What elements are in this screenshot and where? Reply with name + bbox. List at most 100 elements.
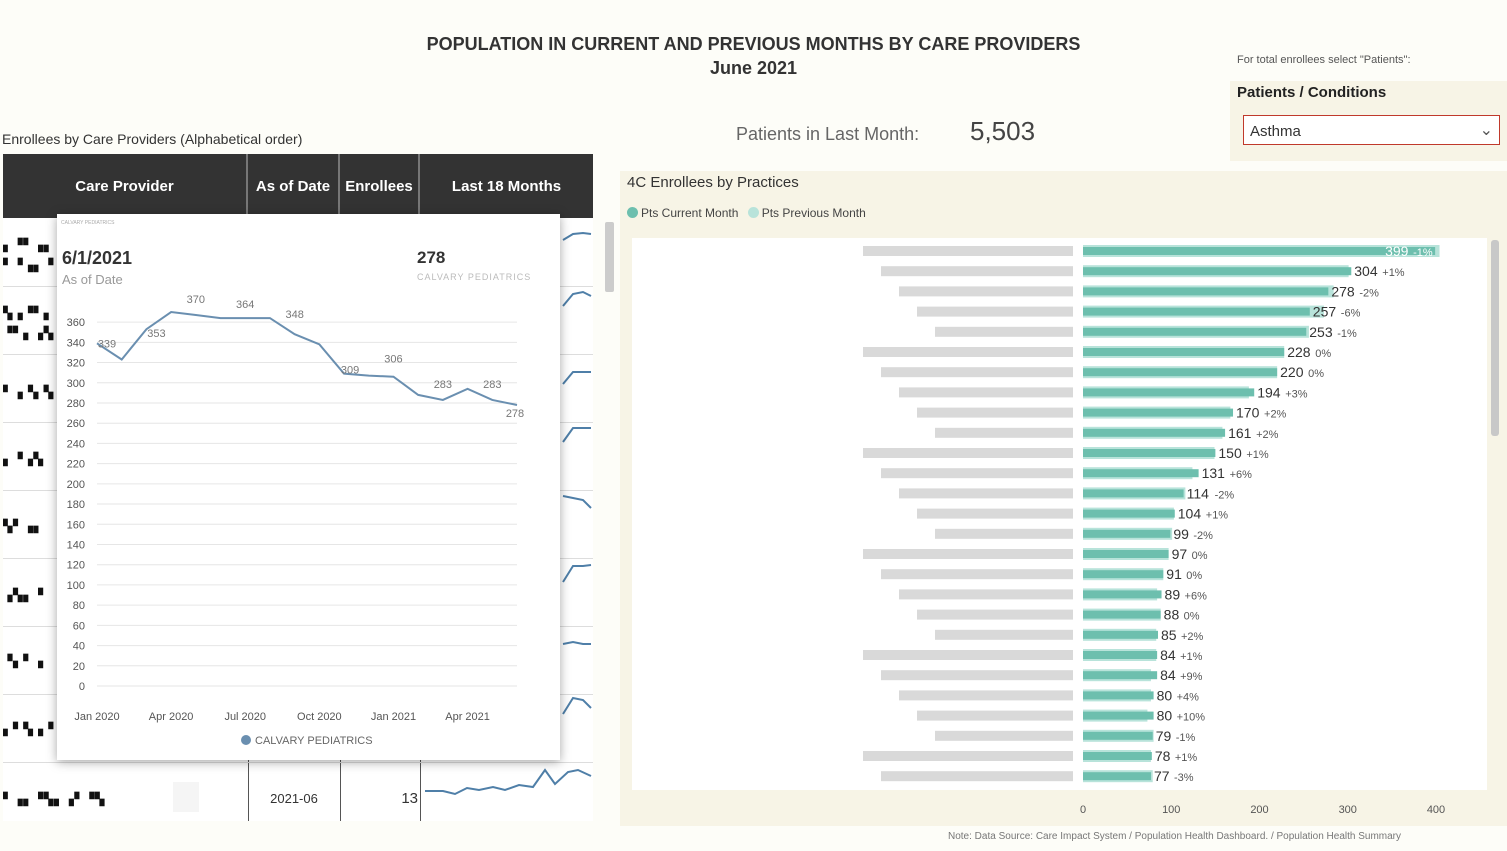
column-header-last-18-months[interactable]: Last 18 Months: [451, 178, 562, 195]
sparkline: [562, 640, 591, 645]
data-label: 161: [1228, 425, 1252, 441]
change-label: +1%: [1175, 752, 1198, 764]
practices-legend: Pts Current Month Pts Previous Month: [627, 206, 866, 220]
sparkline: [562, 427, 591, 443]
column-header-enrollees[interactable]: Enrollees: [340, 154, 420, 218]
row-divider: [3, 762, 593, 763]
data-label: 85: [1161, 627, 1177, 643]
chevron-down-icon[interactable]: ⌄: [1479, 122, 1493, 139]
y-tick-label: 180: [67, 499, 85, 511]
data-label: 253: [1309, 324, 1333, 340]
provider-name-redacted: ▘▗▖▝▚▖▗▘▝▚: [3, 792, 106, 806]
y-tick-label: 20: [73, 661, 85, 673]
enrollees-cell: 13: [401, 790, 418, 807]
legend-dot-current: [627, 207, 638, 218]
practice-name-redacted: [899, 387, 1073, 398]
change-label: +2%: [1264, 409, 1287, 421]
kpi-value: 5,503: [970, 116, 1036, 146]
bar-current: [1083, 307, 1310, 316]
practice-name-redacted: [917, 306, 1073, 317]
chart-scrollbar[interactable]: [1491, 240, 1499, 436]
bar-current: [1083, 610, 1161, 619]
y-tick-label: 260: [67, 418, 85, 430]
page-title-line2: June 2021: [709, 58, 798, 78]
x-tick-label: 400: [1427, 804, 1445, 816]
x-tick-label: Apr 2020: [149, 711, 194, 723]
practice-name-redacted: [899, 690, 1073, 701]
bar-current: [1083, 267, 1352, 276]
conditions-dropdown[interactable]: Asthma ⌄: [1243, 115, 1500, 145]
x-tick-label: 0: [1080, 804, 1086, 816]
tooltip-card: CALVARY PEDIATRICS 6/1/2021 As of Date 2…: [57, 214, 560, 760]
change-label: -1%: [1413, 247, 1433, 259]
change-label: -6%: [1341, 308, 1361, 320]
practices-bar-chart-area: 399 -1% 304 +1% 278 -2% 257 -6% 253 -1% 228 0% 220 0%…: [632, 238, 1487, 790]
practice-name-redacted: [899, 488, 1073, 499]
practice-name-redacted: [917, 609, 1073, 620]
change-label: +6%: [1230, 469, 1253, 481]
bar-current: [1083, 388, 1255, 397]
x-tick-label: 300: [1339, 804, 1357, 816]
y-tick-label: 40: [73, 641, 85, 653]
tooltip-date: 6/1/2021: [62, 248, 133, 268]
practice-name-redacted: [881, 266, 1073, 277]
bar-current: [1083, 428, 1226, 437]
bar-current: [1083, 408, 1234, 417]
y-tick-label: 0: [79, 681, 85, 693]
table-scrollbar[interactable]: [605, 222, 614, 292]
bar-current: [1083, 469, 1199, 478]
bar-current: [1083, 651, 1158, 659]
series-line: [96, 310, 518, 406]
data-label: 80: [1157, 708, 1173, 724]
practice-name-redacted: [935, 528, 1073, 539]
point-label: 278: [506, 408, 524, 420]
data-label: 194: [1257, 384, 1281, 400]
bar-current: [1083, 752, 1152, 760]
change-label: -1%: [1176, 732, 1196, 744]
change-label: 0%: [1184, 611, 1200, 623]
practice-name-redacted: [917, 710, 1073, 721]
data-label: 104: [1178, 506, 1202, 522]
change-label: +9%: [1180, 671, 1203, 683]
data-label: 84: [1160, 667, 1176, 683]
bar-current: [1083, 711, 1154, 720]
bar-current: [1083, 368, 1278, 377]
change-label: +2%: [1181, 631, 1204, 643]
bar-current: [1083, 691, 1154, 700]
data-label: 99: [1173, 526, 1189, 542]
data-label: 84: [1160, 647, 1176, 663]
practices-bar-chart: 399 -1% 304 +1% 278 -2% 257 -6% 253 -1% 228 0% 220 0%…: [863, 243, 1440, 784]
practice-name-redacted: [917, 407, 1073, 418]
change-label: 0%: [1308, 368, 1324, 380]
practice-name-redacted: [863, 549, 1073, 559]
legend-current: Pts Current Month: [641, 206, 739, 220]
practice-name-redacted: [863, 751, 1073, 761]
sparkline: [425, 768, 592, 796]
change-label: +1%: [1180, 651, 1203, 663]
change-label: +1%: [1246, 449, 1269, 461]
sparkline: [562, 696, 592, 715]
data-label: 89: [1165, 586, 1181, 602]
practices-chart-title: 4C Enrollees by Practices: [627, 174, 799, 191]
legend-dot-previous: [747, 207, 759, 218]
bar-current: [1083, 630, 1159, 639]
bar-current: [1083, 550, 1169, 558]
practice-name-redacted: [881, 670, 1073, 681]
provider-name-redacted: ▗▚▖▝: [3, 588, 44, 602]
column-header-as-of-date[interactable]: As of Date: [248, 154, 340, 218]
page-title-line1: POPULATION IN CURRENT AND PREVIOUS MONTH…: [426, 34, 1081, 54]
practice-name-redacted: [935, 730, 1073, 741]
practice-name-redacted: [863, 448, 1073, 458]
change-label: -2%: [1215, 489, 1235, 501]
point-label: 339: [98, 338, 116, 350]
change-label: -2%: [1359, 287, 1379, 299]
provider-name-redacted: ▝▘▖▗▚: [3, 326, 55, 340]
point-label: 364: [236, 299, 254, 311]
column-header-care-provider[interactable]: Care Provider: [3, 154, 248, 218]
page-title: POPULATION IN CURRENT AND PREVIOUS MONTH…: [0, 32, 1507, 80]
y-tick-label: 60: [73, 620, 85, 632]
legend-previous: Pts Previous Month: [761, 206, 866, 220]
table-header: Care Provider As of Date Enrollees Last …: [3, 154, 593, 218]
legend-marker: [241, 735, 251, 745]
bar-current: [1083, 590, 1162, 599]
